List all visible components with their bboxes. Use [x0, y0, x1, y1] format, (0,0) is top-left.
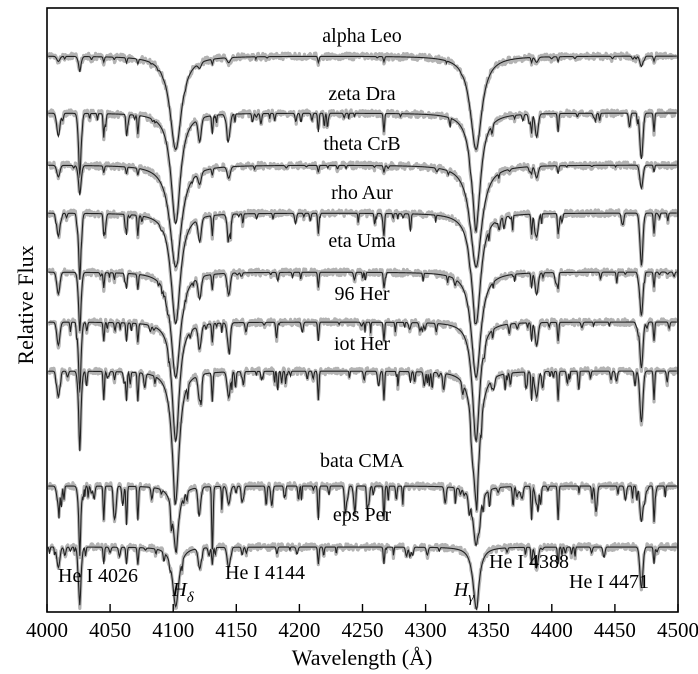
y-axis-title: Relative Flux	[13, 245, 38, 364]
series-label: zeta Dra	[328, 83, 395, 105]
x-tick-label: 4150	[215, 618, 257, 642]
x-tick-label: 4000	[26, 618, 68, 642]
spectrum-series: alpha Leo	[46, 25, 679, 153]
series-label: 96 Her	[335, 283, 390, 305]
model-spectrum-line	[48, 271, 677, 379]
series-layer: alpha Leo zeta Dra theta CrB rho Aur eta Uma…	[46, 25, 679, 611]
line-annotation: He I 4026	[58, 565, 138, 587]
model-spectrum-line	[48, 164, 677, 268]
x-tick-label: 4350	[468, 618, 510, 642]
x-tick-label: 4300	[405, 618, 447, 642]
series-label: rho Aur	[331, 182, 393, 204]
line-annotation: He I 4388	[489, 551, 569, 573]
spectrum-series: eps Per	[46, 504, 679, 611]
x-axis: 4000 4050 4100 4150 4200 4250 4300 4350 4400 4450…	[26, 604, 698, 642]
observed-spectrum-line	[47, 317, 679, 443]
spectrum-series: eta Uma	[47, 230, 679, 381]
observed-spectrum-line	[46, 208, 679, 326]
x-tick-label: 4200	[278, 618, 320, 642]
model-spectrum-line	[48, 321, 677, 444]
spectrum-series: rho Aur	[46, 182, 679, 326]
series-label: iot Her	[334, 333, 390, 355]
spectrum-series: theta CrB	[46, 133, 679, 272]
line-annotation: Hδ	[171, 579, 194, 606]
observed-spectrum-line	[46, 160, 679, 272]
model-spectrum-line	[48, 55, 677, 151]
line-annotation: He I 4144	[225, 562, 305, 584]
x-tick-label: 4450	[594, 618, 636, 642]
observed-spectrum-line	[46, 366, 679, 513]
model-spectrum-line	[48, 485, 677, 557]
spectrum-series: iot Her	[46, 333, 679, 513]
model-spectrum-line	[48, 112, 677, 233]
series-label: theta CrB	[323, 133, 400, 155]
spectrum-series: 96 Her	[47, 283, 679, 444]
x-axis-title: Wavelength (Å)	[292, 645, 433, 670]
spectrum-series: bata CMA	[46, 450, 679, 560]
series-label: eta Uma	[328, 230, 395, 252]
spectrum-series: zeta Dra	[46, 83, 678, 234]
x-tick-label: 4500	[657, 618, 698, 642]
model-spectrum-line	[48, 370, 677, 511]
series-label: alpha Leo	[322, 25, 401, 47]
x-tick-label: 4400	[531, 618, 573, 642]
x-tick-label: 4050	[89, 618, 131, 642]
x-tick-label: 4250	[342, 618, 384, 642]
line-annotation: He I 4471	[569, 571, 649, 593]
model-spectrum-line	[48, 212, 677, 325]
x-tick-label: 4100	[152, 618, 194, 642]
series-label: eps Per	[333, 504, 392, 526]
observed-spectrum-line	[46, 51, 679, 153]
series-label: bata CMA	[320, 450, 404, 472]
model-spectrum-line	[47, 546, 677, 611]
line-annotation: Hγ	[453, 579, 475, 606]
